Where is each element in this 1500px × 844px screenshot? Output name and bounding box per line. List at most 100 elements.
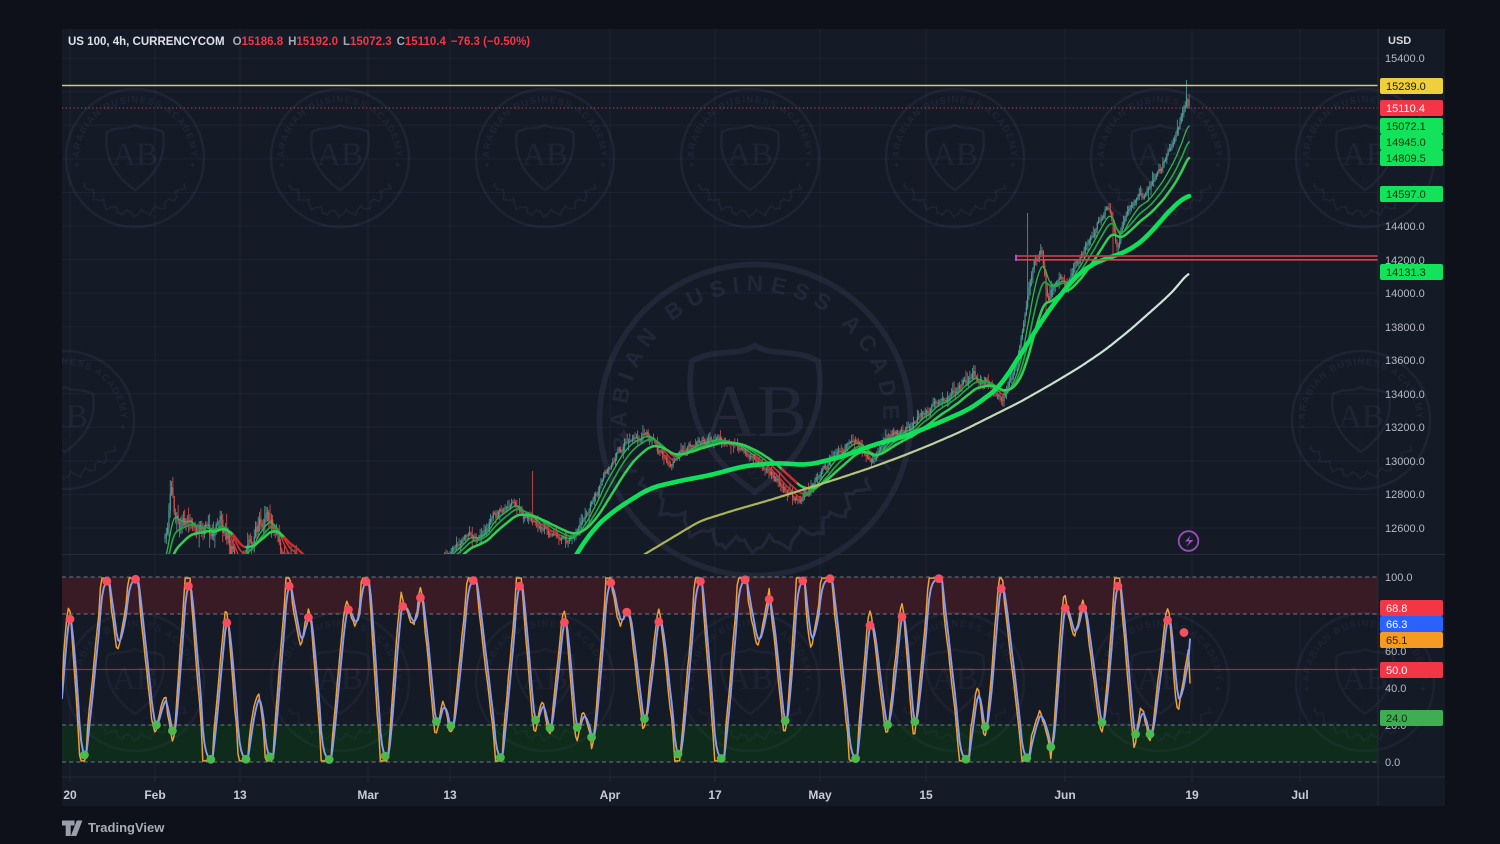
svg-text:✦: ✦ (1009, 684, 1017, 694)
svg-text:AB: AB (703, 371, 806, 453)
svg-text:14400.0: 14400.0 (1385, 221, 1425, 233)
svg-text:✦: ✦ (1009, 160, 1017, 170)
svg-text:13600.0: 13600.0 (1385, 355, 1425, 367)
svg-text:13800.0: 13800.0 (1385, 322, 1425, 334)
svg-text:17: 17 (708, 788, 722, 802)
svg-text:♘: ♘ (335, 699, 345, 711)
svg-text:66.3: 66.3 (1386, 619, 1407, 631)
svg-text:✦: ✦ (688, 684, 696, 694)
svg-text:65.1: 65.1 (1386, 635, 1407, 647)
svg-text:♘: ♘ (950, 699, 960, 711)
svg-text:13400.0: 13400.0 (1385, 389, 1425, 401)
svg-text:♘: ♘ (130, 699, 140, 711)
svg-text:♘: ♘ (1155, 699, 1165, 711)
svg-text:AB: AB (42, 399, 88, 435)
svg-text:✦: ✦ (1415, 422, 1423, 432)
svg-text:✦: ✦ (278, 160, 286, 170)
svg-text:✦: ✦ (599, 160, 607, 170)
svg-text:AB: AB (522, 137, 568, 173)
svg-text:AB: AB (317, 137, 363, 173)
svg-text:14945.0: 14945.0 (1386, 137, 1426, 149)
svg-text:✦: ✦ (73, 160, 81, 170)
svg-text:✦: ✦ (1303, 160, 1311, 170)
svg-text:Mar: Mar (357, 788, 379, 802)
svg-text:♘: ♘ (950, 175, 960, 187)
svg-text:0.0: 0.0 (1385, 757, 1400, 769)
svg-text:12800.0: 12800.0 (1385, 489, 1425, 501)
svg-text:♘: ♘ (745, 699, 755, 711)
svg-text:✦: ✦ (1098, 160, 1106, 170)
svg-text:100.0: 100.0 (1385, 572, 1413, 584)
svg-text:✦: ✦ (1214, 684, 1222, 694)
svg-text:✦: ✦ (893, 684, 901, 694)
svg-text:13: 13 (443, 788, 457, 802)
svg-text:15239.0: 15239.0 (1386, 81, 1426, 93)
svg-text:✦: ✦ (483, 160, 491, 170)
svg-text:60.0: 60.0 (1385, 646, 1406, 658)
svg-text:12600.0: 12600.0 (1385, 523, 1425, 535)
svg-text:15400.0: 15400.0 (1385, 53, 1425, 65)
svg-text:14597.0: 14597.0 (1386, 189, 1426, 201)
svg-text:♘: ♘ (540, 699, 550, 711)
svg-text:✦: ✦ (1098, 684, 1106, 694)
svg-text:15072.1: 15072.1 (1386, 121, 1426, 133)
svg-text:TradingView: TradingView (88, 820, 165, 835)
svg-text:✦: ✦ (804, 684, 812, 694)
svg-text:AB: AB (112, 661, 158, 697)
svg-text:Feb: Feb (144, 788, 165, 802)
svg-text:Jun: Jun (1054, 788, 1075, 802)
svg-text:✦: ✦ (599, 684, 607, 694)
svg-text:✦: ✦ (483, 684, 491, 694)
svg-text:14000.0: 14000.0 (1385, 288, 1425, 300)
svg-text:Apr: Apr (600, 788, 621, 802)
svg-text:✦: ✦ (73, 684, 81, 694)
svg-text:AB: AB (727, 137, 773, 173)
svg-text:✦: ✦ (394, 160, 402, 170)
svg-text:AB: AB (112, 137, 158, 173)
svg-text:✦: ✦ (1299, 422, 1307, 432)
svg-text:♘: ♘ (1360, 699, 1370, 711)
svg-text:♘: ♘ (540, 175, 550, 187)
svg-text:15: 15 (919, 788, 933, 802)
svg-text:13000.0: 13000.0 (1385, 456, 1425, 468)
svg-text:50.0: 50.0 (1386, 665, 1407, 677)
svg-text:24.0: 24.0 (1386, 713, 1407, 725)
svg-text:May: May (808, 788, 832, 802)
svg-text:♘: ♘ (335, 175, 345, 187)
svg-text:40.0: 40.0 (1385, 683, 1406, 695)
svg-text:AB: AB (317, 661, 363, 697)
svg-text:AB: AB (1137, 137, 1183, 173)
svg-text:✦: ✦ (1214, 160, 1222, 170)
svg-text:AB: AB (727, 661, 773, 697)
svg-text:14131.3: 14131.3 (1386, 267, 1426, 279)
svg-text:13: 13 (233, 788, 247, 802)
svg-text:68.8: 68.8 (1386, 603, 1407, 615)
svg-text:✦: ✦ (189, 684, 197, 694)
svg-text:♘: ♘ (745, 175, 755, 187)
svg-text:AB: AB (522, 661, 568, 697)
svg-text:✦: ✦ (394, 684, 402, 694)
svg-text:♘: ♘ (744, 458, 766, 485)
svg-text:✦: ✦ (278, 684, 286, 694)
svg-text:✦: ✦ (119, 422, 127, 432)
svg-text:✦: ✦ (1419, 684, 1427, 694)
svg-text:✦: ✦ (688, 160, 696, 170)
svg-text:14809.5: 14809.5 (1386, 153, 1426, 165)
svg-text:AB: AB (1338, 399, 1384, 435)
svg-text:13200.0: 13200.0 (1385, 422, 1425, 434)
svg-text:♘: ♘ (1356, 437, 1366, 449)
svg-text:✦: ✦ (1303, 684, 1311, 694)
svg-text:✦: ✦ (804, 160, 812, 170)
svg-text:♘: ♘ (1360, 175, 1370, 187)
svg-text:AB: AB (932, 137, 978, 173)
svg-text:15110.4: 15110.4 (1386, 103, 1425, 115)
svg-text:✦: ✦ (877, 426, 894, 448)
svg-text:USD: USD (1388, 35, 1411, 47)
svg-text:AB: AB (932, 661, 978, 697)
svg-text:✦: ✦ (615, 426, 632, 448)
svg-text:♘: ♘ (1155, 175, 1165, 187)
svg-text:♘: ♘ (130, 175, 140, 187)
svg-text:♘: ♘ (60, 437, 70, 449)
svg-text:19: 19 (1185, 788, 1199, 802)
